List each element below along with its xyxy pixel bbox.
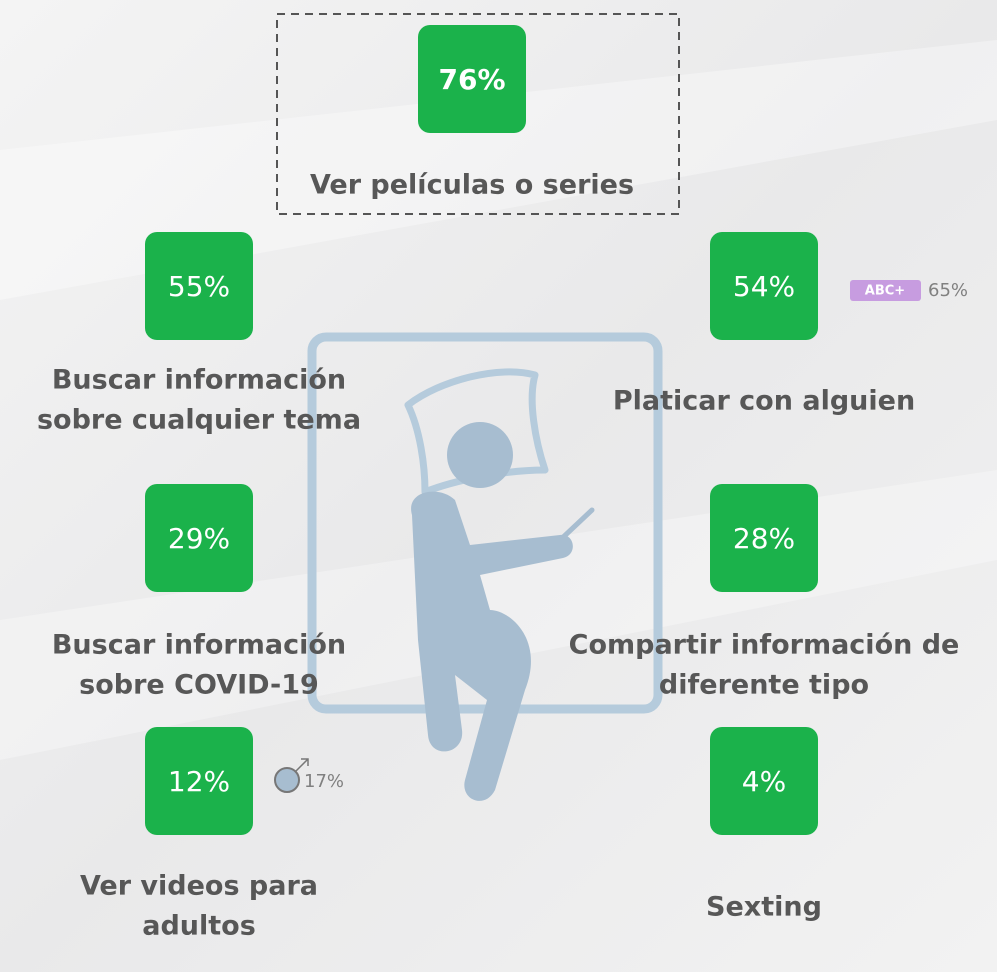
value-box: [418, 25, 526, 133]
value-box: [145, 484, 253, 592]
label: Compartir información de: [569, 630, 960, 661]
highlight-box: [276, 13, 680, 215]
badge-tag-text: ABC+: [865, 284, 905, 299]
value: 76%: [438, 63, 505, 96]
label: Platicar con alguien: [613, 386, 915, 417]
label: Buscar información: [52, 630, 346, 661]
value: 55%: [168, 270, 230, 303]
badge-value: 65%: [928, 280, 968, 301]
value-box: [710, 484, 818, 592]
male-icon: [274, 767, 300, 793]
value: 4%: [742, 765, 786, 798]
pillow: [404, 368, 549, 496]
male-icon-arrow: [295, 758, 309, 772]
badge-tag: [850, 280, 921, 301]
value-box: [145, 232, 253, 340]
label: Ver películas o series: [310, 170, 634, 201]
value: 12%: [168, 765, 230, 798]
label: sobre cualquier tema: [37, 405, 361, 436]
value-box: [145, 727, 253, 835]
value-box: [710, 727, 818, 835]
label: diferente tipo: [659, 670, 869, 701]
person: [411, 422, 573, 801]
label: Sexting: [706, 892, 822, 923]
label: Ver videos para: [80, 871, 318, 902]
badge-value: 17%: [304, 771, 344, 792]
value: 54%: [733, 270, 795, 303]
value: 29%: [168, 522, 230, 555]
label: Buscar información: [52, 365, 346, 396]
label: adultos: [142, 911, 256, 942]
label: sobre COVID-19: [79, 670, 319, 701]
value: 28%: [733, 522, 795, 555]
phone: [555, 507, 595, 545]
background-shape: [0, 40, 997, 300]
value-box: [710, 232, 818, 340]
